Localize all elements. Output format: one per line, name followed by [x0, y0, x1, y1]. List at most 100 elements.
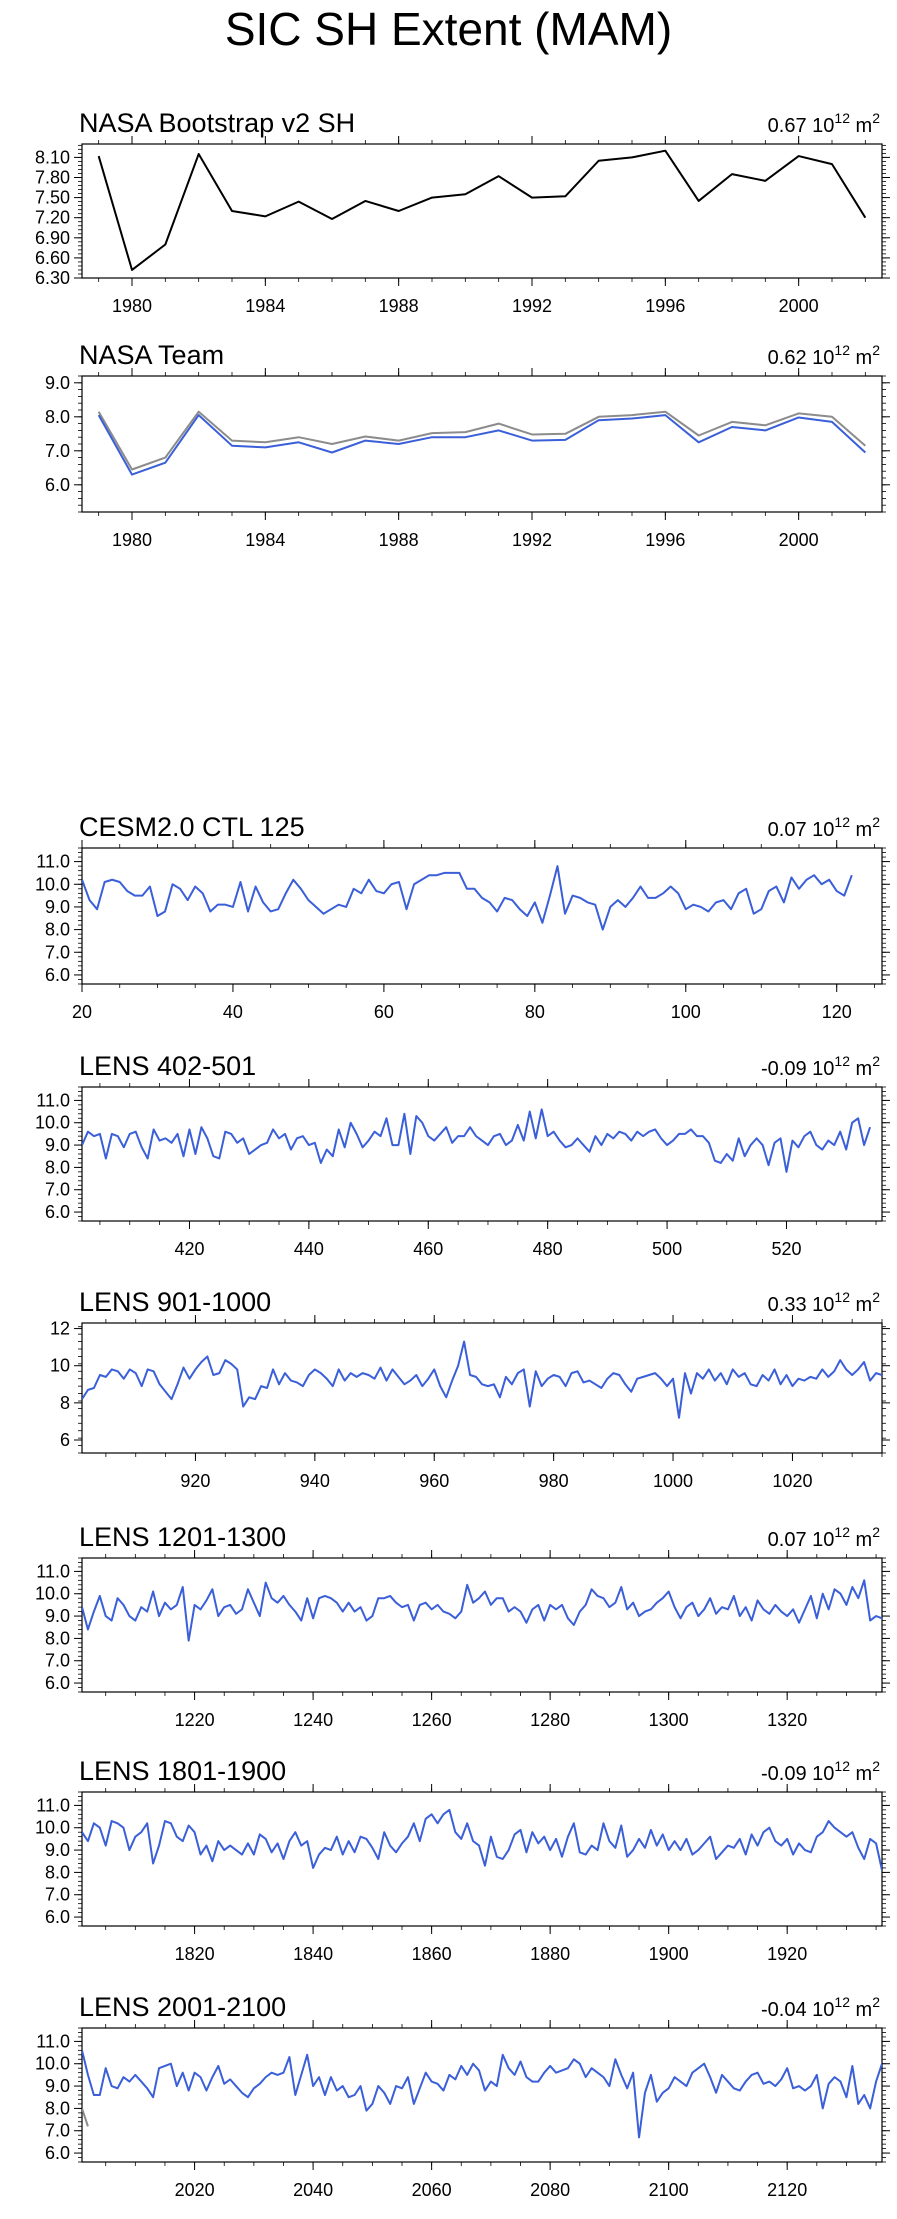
y-tick-label: 6.0 [45, 475, 70, 495]
y-tick-label: 6.30 [35, 268, 70, 288]
chart-svg: NASA Team 0.62 1012 m2 6.0 7.0 8.0 9.0 1980 198… [45, 340, 890, 550]
x-tick-label: 500 [652, 1239, 682, 1259]
y-tick-label: 7.0 [45, 1885, 70, 1905]
panel-title: CESM2.0 CTL 125 [79, 812, 305, 842]
y-tick-label: 10.0 [35, 1584, 70, 1604]
trend-label: -0.04 1012 m2 [761, 1994, 880, 2021]
chart-svg: CESM2.0 CTL 125 0.07 1012 m2 6.0 7.08.0 9.0 1… [35, 812, 890, 1022]
chart-svg: LENS 2001-2100 -0.04 1012 m26.07.08.09.01… [35, 1992, 890, 2200]
plot-frame [81, 2027, 883, 2163]
x-tick-label: 2080 [530, 2180, 570, 2200]
chart-panel: LENS 402-501 -0.09 1012 m2 6.0 7.0 8.0 9.0 10.… [0, 1042, 897, 1271]
chart-svg: NASA Bootstrap v2 SH 0.67 1012 m2 6.306.60… [35, 108, 890, 316]
series-line [82, 1579, 882, 1642]
panel-title: NASA Bootstrap v2 SH [79, 108, 355, 138]
series-line [97, 410, 866, 471]
y-tick-label: 10.0 [35, 1818, 70, 1838]
chart-panel: LENS 2001-2100 -0.04 1012 m2 6.0 7.0 8.0 9.0 1… [0, 1983, 897, 2212]
series-line [97, 414, 867, 476]
panel-title: NASA Team [79, 340, 224, 370]
x-tick-label: 60 [374, 1002, 394, 1022]
chart-svg: LENS 402-501 -0.09 1012 m2 6.07.0 8.09.010.… [35, 1051, 890, 1259]
x-tick-label: 120 [822, 1002, 852, 1022]
x-tick-label: 2100 [649, 2180, 689, 2200]
trend-label: -0.09 1012 m2 [761, 1053, 880, 1080]
panel-title: LENS 1201-1300 [79, 1522, 286, 1552]
x-tick-label: 1900 [649, 1944, 689, 1964]
x-tick-label: 1996 [645, 296, 685, 316]
chart-svg: LENS 1201-1300 0.07 1012 m2 6.07.0 8.09.010… [35, 1522, 890, 1730]
y-tick-label: 8.0 [45, 2098, 70, 2118]
x-tick-label: 1860 [412, 1944, 452, 1964]
x-tick-label: 2040 [293, 2180, 333, 2200]
trend-label: 0.07 1012 m2 [768, 814, 881, 841]
y-tick-label: 8 [60, 1393, 70, 1413]
x-tick-label: 1988 [379, 530, 419, 550]
x-tick-label: 2120 [767, 2180, 807, 2200]
trend-label: 0.67 1012 m2 [768, 110, 881, 137]
y-tick-label: 8.0 [45, 407, 70, 427]
x-tick-label: 1020 [772, 1471, 812, 1491]
chart-panel: LENS 1801-1900 -0.09 1012 m2 6.0 7.0 8.0 9.0 1… [0, 1748, 897, 1976]
x-tick-label: 1320 [767, 1710, 807, 1730]
x-tick-label: 1984 [245, 530, 285, 550]
series-line [82, 865, 853, 931]
y-tick-label: 11.0 [36, 852, 70, 872]
series-line [82, 1108, 872, 1173]
y-tick-label: 11.0 [36, 1561, 70, 1581]
x-tick-label: 2000 [779, 530, 819, 550]
y-tick-label: 6.0 [45, 2143, 70, 2163]
plot-frame [81, 1322, 883, 1454]
trend-label: -0.09 1012 m2 [761, 1758, 880, 1785]
plot-frame [81, 1086, 883, 1222]
x-tick-label: 100 [671, 1002, 701, 1022]
x-tick-label: 1920 [767, 1944, 807, 1964]
series-line [82, 1340, 882, 1419]
y-tick-label: 8.0 [45, 1862, 70, 1882]
chart-panel: LENS 901-1000 0.33 1012 m2 6 8 10 12 920 940 960… [0, 1279, 897, 1503]
y-tick-label: 7.0 [45, 2121, 70, 2141]
panel-title: LENS 1801-1900 [79, 1756, 286, 1786]
page-title: SIC SH Extent (MAM) [224, 3, 673, 55]
chart-svg: LENS 901-1000 0.33 1012 m2 6 8 10 12 920 940 960… [50, 1287, 890, 1491]
y-tick-label: 9.0 [45, 897, 70, 917]
series-line [82, 1808, 882, 1872]
y-tick-label: 6.0 [45, 1202, 70, 1222]
y-tick-label: 6 [60, 1430, 70, 1450]
y-tick-label: 9.0 [45, 373, 70, 393]
x-tick-label: 1984 [245, 296, 285, 316]
x-tick-label: 920 [180, 1471, 210, 1491]
x-tick-label: 1992 [512, 530, 552, 550]
x-tick-label: 520 [771, 1239, 801, 1259]
plot-frame [81, 1557, 883, 1693]
x-tick-label: 1980 [112, 530, 152, 550]
x-tick-label: 1980 [112, 296, 152, 316]
y-tick-label: 12 [50, 1319, 70, 1339]
y-tick-label: 8.0 [45, 1628, 70, 1648]
x-tick-label: 1240 [293, 1710, 333, 1730]
y-tick-label: 7.0 [45, 1651, 70, 1671]
x-tick-label: 1992 [512, 296, 552, 316]
y-tick-label: 11.0 [36, 1090, 70, 1110]
x-tick-label: 1220 [175, 1710, 215, 1730]
y-tick-label: 7.50 [35, 188, 70, 208]
y-tick-label: 6.60 [35, 248, 70, 268]
y-tick-label: 7.80 [35, 168, 70, 188]
x-tick-label: 20 [72, 1002, 92, 1022]
y-tick-label: 11.0 [36, 2031, 70, 2051]
x-tick-label: 2000 [779, 296, 819, 316]
y-tick-label: 7.20 [35, 208, 70, 228]
x-tick-label: 1000 [653, 1471, 693, 1491]
x-tick-label: 460 [413, 1239, 443, 1259]
y-tick-label: 11.0 [36, 1795, 70, 1815]
y-tick-label: 10.0 [35, 1113, 70, 1133]
series-line [82, 2108, 89, 2127]
y-tick-label: 10 [50, 1356, 70, 1376]
x-tick-label: 80 [525, 1002, 545, 1022]
x-tick-label: 440 [294, 1239, 324, 1259]
chart-panel: NASA Bootstrap v2 SH 0.67 1012 m2 6.30 6.60… [0, 90, 897, 328]
chart-svg: LENS 1801-1900 -0.09 1012 m26.07.08.09.01… [35, 1756, 890, 1964]
y-tick-label: 8.0 [45, 1157, 70, 1177]
x-tick-label: 480 [533, 1239, 563, 1259]
y-tick-label: 6.90 [35, 228, 70, 248]
